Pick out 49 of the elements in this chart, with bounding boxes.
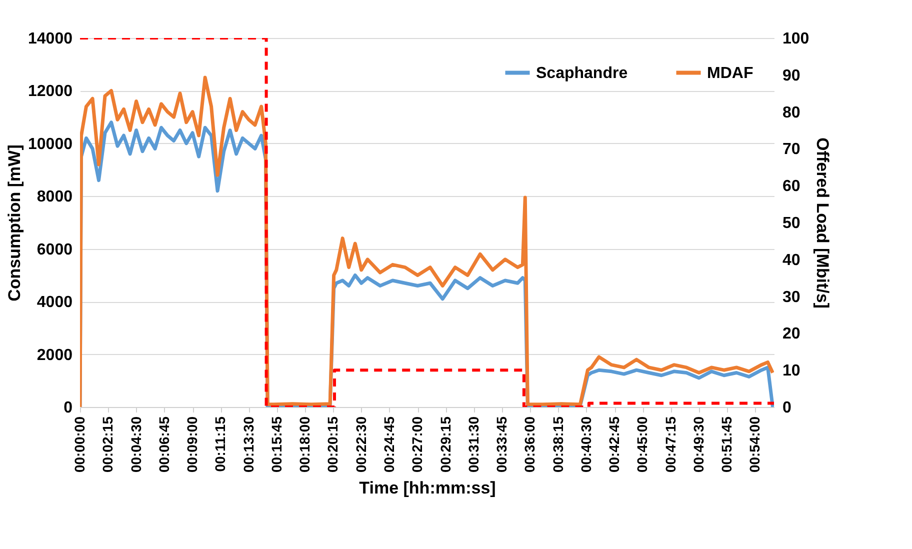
x-tick-label: 00:06:45 bbox=[156, 416, 172, 473]
x-tick-label: 00:27:00 bbox=[409, 416, 426, 473]
x-tick-label: 00:15:45 bbox=[268, 416, 284, 473]
x-tick-label: 00:13:30 bbox=[240, 416, 256, 473]
x-tick-label: 00:31:30 bbox=[465, 416, 482, 473]
x-tick-label: 00:22:30 bbox=[352, 416, 369, 473]
x-tick-label: 00:29:15 bbox=[437, 416, 454, 473]
y-tick-label: 12000 bbox=[28, 83, 73, 100]
y2-tick-label: 30 bbox=[782, 288, 800, 306]
y2-tick-label: 50 bbox=[782, 215, 800, 232]
y-tick-label: 6000 bbox=[36, 241, 73, 258]
x-tick-label: 00:54:00 bbox=[746, 416, 763, 473]
y-tick-label: 0 bbox=[64, 400, 73, 416]
x-tick-label: 00:18:00 bbox=[296, 416, 313, 473]
y2-tick-label: 10 bbox=[782, 362, 800, 380]
y-tick-label: 14000 bbox=[28, 30, 73, 48]
y2-tick-label: 100 bbox=[782, 30, 810, 48]
x-tick-label: 00:47:15 bbox=[662, 416, 678, 473]
x-axis-title: Time [hh:mm:ss] bbox=[359, 478, 496, 498]
x-tick-label: 00:04:30 bbox=[128, 416, 144, 473]
x-tick-label: 00:20:15 bbox=[324, 416, 341, 473]
x-tick-label: 00:40:30 bbox=[578, 416, 594, 473]
x-tick-label: 00:36:00 bbox=[522, 416, 538, 473]
x-tick-label: 00:33:45 bbox=[494, 416, 510, 473]
y-tick-label: 4000 bbox=[36, 294, 73, 312]
y2-tick-label: 70 bbox=[782, 141, 800, 158]
y2-tick-label: 40 bbox=[782, 252, 800, 269]
x-tick-label: 00:49:30 bbox=[690, 416, 706, 473]
x-tick-label: 00:38:15 bbox=[550, 416, 566, 473]
y2-tick-label: 80 bbox=[782, 104, 800, 122]
x-tick-label: 00:51:45 bbox=[718, 416, 735, 473]
y2-tick-label: 60 bbox=[782, 178, 800, 196]
legend-label: MDAF bbox=[707, 64, 754, 82]
x-tick-label: 00:45:00 bbox=[634, 416, 650, 473]
y2-tick-label: 20 bbox=[782, 326, 800, 343]
x-tick-label: 00:24:45 bbox=[380, 416, 397, 473]
legend-label: Scaphandre bbox=[536, 64, 628, 82]
y-tick-label: 10000 bbox=[28, 136, 73, 153]
y-axis-title: Consumption [mW] bbox=[5, 144, 24, 302]
y-tick-label: 8000 bbox=[36, 188, 73, 206]
x-tick-label: 00:02:15 bbox=[100, 416, 116, 473]
x-tick-label: 00:09:00 bbox=[184, 416, 200, 473]
x-tick-label: 00:11:15 bbox=[212, 416, 228, 472]
y2-tick-label: 90 bbox=[782, 67, 800, 84]
x-tick-label: 00:42:45 bbox=[606, 416, 622, 473]
y-tick-label: 2000 bbox=[36, 346, 73, 364]
y2-axis-title: Offered Load [Mbit/s] bbox=[813, 138, 832, 308]
x-tick-label: 00:00:00 bbox=[72, 416, 88, 473]
y2-tick-label: 0 bbox=[782, 400, 792, 416]
